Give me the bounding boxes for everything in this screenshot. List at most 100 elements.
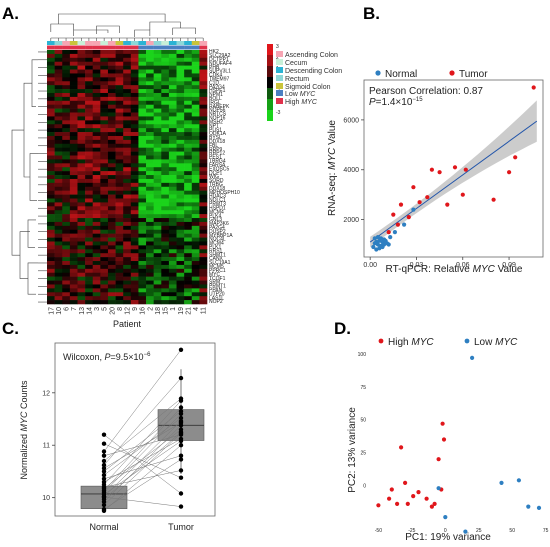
heatmap-cell [191,194,200,199]
heatmap-cell [77,202,86,207]
heatmap-cell [77,268,86,274]
heatmap-cell [176,50,185,55]
heatmap-cell [138,85,147,90]
heatmap-cell [69,139,78,145]
heatmap-cell [77,221,86,227]
heatmap-cell [123,178,132,184]
heatmap-cell [184,151,193,156]
heatmap-cell [85,225,94,231]
heatmap-cell [130,253,139,258]
heatmap-cell [115,221,124,227]
heatmap-cell [199,61,208,66]
heatmap-cell [161,178,170,184]
heatmap-cell [77,178,86,184]
heatmap-cell [85,198,94,203]
heatmap-cell [176,112,185,117]
heatmap-cell [69,81,78,86]
heatmap-cell [123,116,132,121]
gene-label: PUS1 [209,127,222,133]
heatmap-cell [168,120,177,125]
heatmap-cell [168,171,177,176]
heatmap-cell [146,65,154,70]
x-tick-label: -50 [375,528,382,534]
heatmap-cell [77,296,86,301]
heatmap-cell [77,100,86,106]
heatmap-cell [191,296,200,301]
gene-label: GNL3 [209,217,222,223]
heatmap-cell [184,300,193,305]
site-annotation-cell [138,41,147,45]
heatmap-cell [77,159,86,164]
heatmap-cell [153,202,162,207]
heatmap-cell [191,268,200,274]
point-high-myc [424,496,429,501]
heatmap-cell [130,135,139,141]
point-normal [101,494,107,500]
point-tumor [178,436,184,442]
heatmap-cell [92,178,101,184]
heatmap-cell [168,57,177,63]
heatmap-cell [85,261,94,266]
heatmap-cell [85,57,94,63]
heatmap-cell [77,233,86,238]
heatmap-cell [77,249,86,254]
heatmap-cell [47,264,55,270]
heatmap-cell [161,139,170,145]
dendrogram-branch [58,13,166,24]
heatmap-cell [123,202,132,207]
heatmap-cell [123,167,132,172]
heatmap-cell [69,253,78,258]
heatmap-cell [92,276,101,281]
heatmap-cell [199,300,208,305]
heatmap-cell [100,108,109,113]
heatmap-cell [47,300,55,305]
heatmap-cell [115,151,124,156]
heatmap-cell [184,253,193,258]
patient-label: 19 [178,307,185,315]
heatmap-cell [191,96,200,102]
heatmap-cell [123,147,132,152]
heatmap-cell [191,202,200,207]
heatmap-cell [161,253,170,258]
heatmap-cell [85,175,94,180]
heatmap-cell [115,237,124,242]
heatmap-cell [191,73,200,78]
heatmap-cell [115,190,124,195]
heatmap-cell [123,296,132,301]
heatmap-cell [199,268,208,274]
heatmap-cell [176,237,185,242]
heatmap-cell [85,264,94,270]
colon-site-label: Rectum [285,76,309,83]
pair-line [103,422,182,469]
heatmap-cell [62,261,71,266]
heatmap-cell [107,210,116,215]
gene-label: DUSP2 [209,229,226,235]
heatmap-cell [107,241,116,246]
heatmap-cell [176,65,185,70]
heatmap-cell [92,159,101,164]
heatmap-cell [107,155,116,160]
heatmap-cell [191,214,200,219]
myc-annotation-cell [69,45,78,50]
heatmap-cell [199,198,208,203]
heatmap-cell [115,69,124,74]
heatmap-cell [107,92,116,98]
heatmap-cell [47,237,55,242]
heatmap-cell [168,159,177,164]
heatmap-cell [176,276,185,281]
high-myc-label: High MYC [285,99,318,106]
heatmap-cell [161,237,170,242]
heatmap-cell [123,112,132,117]
heatmap-cell [92,194,101,199]
heatmap-cell [168,163,177,168]
heatmap-cell [191,175,200,180]
heatmap-cell [199,50,208,55]
patient-label: 16 [140,307,147,315]
heatmap-cell [62,85,71,90]
heatmap-cell [100,73,109,78]
colon-site-label: Descending Colon [285,68,342,75]
heatmap-cell [184,237,193,242]
heatmap-cell [92,139,101,145]
heatmap-cell [107,190,116,195]
